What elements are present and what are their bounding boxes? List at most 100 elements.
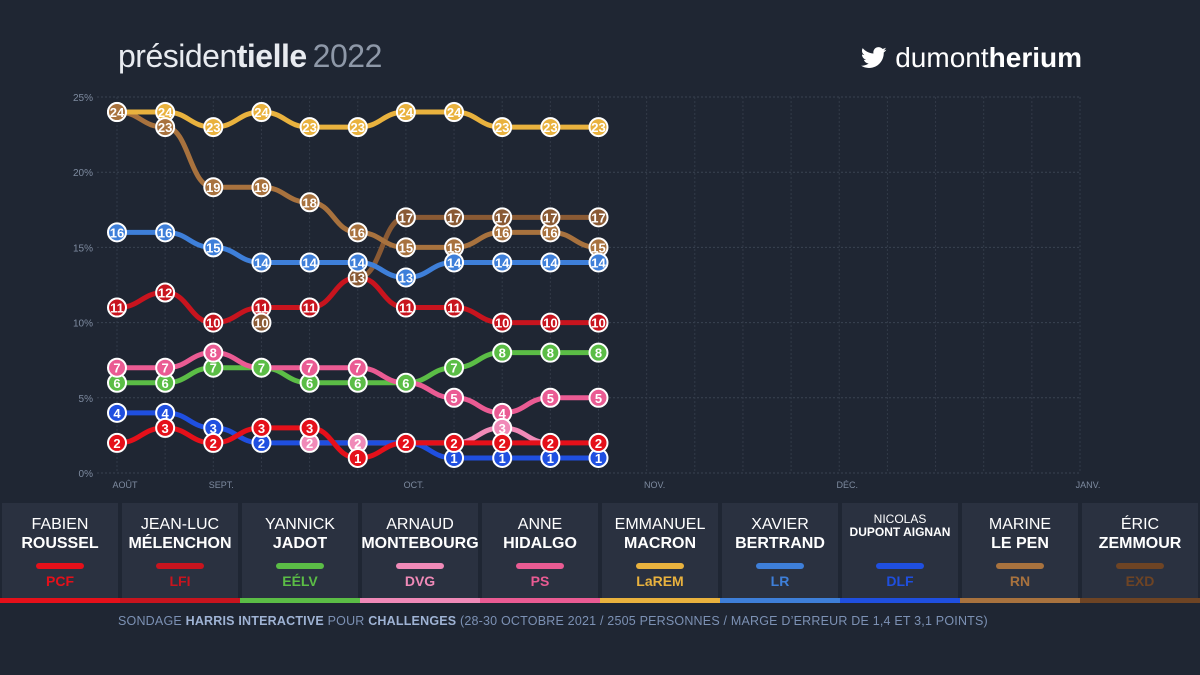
data-point [588,252,609,273]
data-label: 3 [210,421,217,436]
data-label: 7 [306,361,313,376]
legend-card [242,503,358,603]
party-label: LR [770,573,790,589]
data-label: 7 [258,361,265,376]
data-label: 24 [110,105,125,120]
data-label: 1 [595,451,602,466]
source-pollster: HARRIS INTERACTIVE [185,614,324,628]
legend-color-bar [480,598,600,603]
data-label: 24 [447,105,462,120]
data-point [107,222,127,243]
legend-card [362,503,478,603]
candidate-first-name: MARINE [988,516,1052,533]
candidate-legend: FABIEN ROUSSEL PCF JEAN-LUC MÉLENCHON LFI YANN… [0,503,1200,603]
data-point [492,117,513,138]
data-label: 14 [351,255,366,270]
y-tick-label: 20% [73,168,93,179]
data-label: 11 [110,301,124,316]
data-point [395,372,416,393]
brand[interactable]: dumontherium [861,42,1082,74]
data-label: 24 [399,105,414,120]
legend-card [1082,503,1198,603]
data-label: 14 [254,255,269,270]
data-label: 7 [210,361,217,376]
candidate-name: XAVIER BERTRAND [720,515,840,553]
data-label: 16 [158,225,172,240]
data-point [588,312,609,333]
party-label: EÉLV [282,573,318,589]
data-point [155,282,176,303]
data-point [492,207,513,228]
legend-card [722,503,838,603]
data-label: 3 [162,421,169,436]
data-label: 16 [495,225,509,240]
x-tick-label: NOV. [644,480,665,490]
data-label: 1 [450,451,457,466]
data-point [347,447,368,468]
legend-swatch [396,563,444,569]
legend-swatch [276,563,324,569]
legend-color-bar [840,598,960,603]
data-label: 5 [547,391,554,406]
data-point [492,432,513,453]
data-label: 11 [447,301,461,316]
legend-swatch [156,563,204,569]
candidate-last-name: DUPONT AIGNAN [849,525,951,539]
data-label: 10 [254,316,268,331]
data-label: 2 [306,436,313,451]
data-label: 10 [543,316,557,331]
data-label: 8 [210,346,217,361]
legend-card [842,503,958,603]
data-label: 7 [450,361,457,376]
data-label: 11 [399,301,413,316]
data-label: 2 [547,436,554,451]
data-point [395,102,416,123]
candidate-first-name: NICOLAS [873,512,927,526]
data-point [251,357,272,378]
data-label: 23 [543,120,557,135]
candidate-first-name: ANNE [517,516,563,533]
data-point [395,237,416,258]
data-label: 7 [113,361,120,376]
data-point [444,387,465,408]
legend-item: YANNICK JADOT EÉLV [240,503,360,603]
data-point [588,342,609,363]
twitter-bird-icon [861,47,887,68]
poll-line-chart: 0% 5% 10% 15% 20% 25% AOÛT SEPT. OCT. NOV. DÉC. JAN… [73,93,1101,490]
data-label: 6 [402,376,409,391]
brand-bold: herium [988,42,1082,73]
data-point [540,432,561,453]
data-point [540,387,561,408]
legend-item: ÉRIC ZEMMOUR EXD [1080,503,1200,603]
source-mid: POUR [323,614,369,628]
x-tick-label: JANV. [1076,480,1101,490]
data-point [203,432,224,453]
page-title: présidentielle 2022 [118,38,382,75]
data-point [299,252,320,273]
candidate-last-name: MÉLENCHON [128,535,232,552]
data-point [588,432,609,453]
data-point [251,252,272,273]
data-point [251,102,272,123]
legend-swatch [876,563,924,569]
legend-item: ANNE HIDALGO PS [480,503,600,603]
data-label: 5 [595,391,602,406]
y-tick-label: 25% [73,93,93,104]
candidate-last-name: JADOT [272,535,328,552]
legend-card [482,503,598,603]
data-point [155,417,176,438]
data-label: 6 [113,376,120,391]
candidate-name: ANNE HIDALGO [480,515,600,553]
candidate-name: ARNAUD MONTEBOURG [360,515,480,553]
data-label: 2 [450,436,457,451]
legend-item: MARINE LE PEN RN [960,503,1080,603]
legend-card [122,503,238,603]
brand-light: dumont [895,42,989,73]
data-label: 23 [591,120,605,135]
data-point [444,432,465,453]
legend-color-bar [720,598,840,603]
data-label: 4 [113,406,121,421]
party-label: PCF [46,573,74,589]
data-point [395,297,416,318]
x-tick-label: DÉC. [836,480,858,490]
